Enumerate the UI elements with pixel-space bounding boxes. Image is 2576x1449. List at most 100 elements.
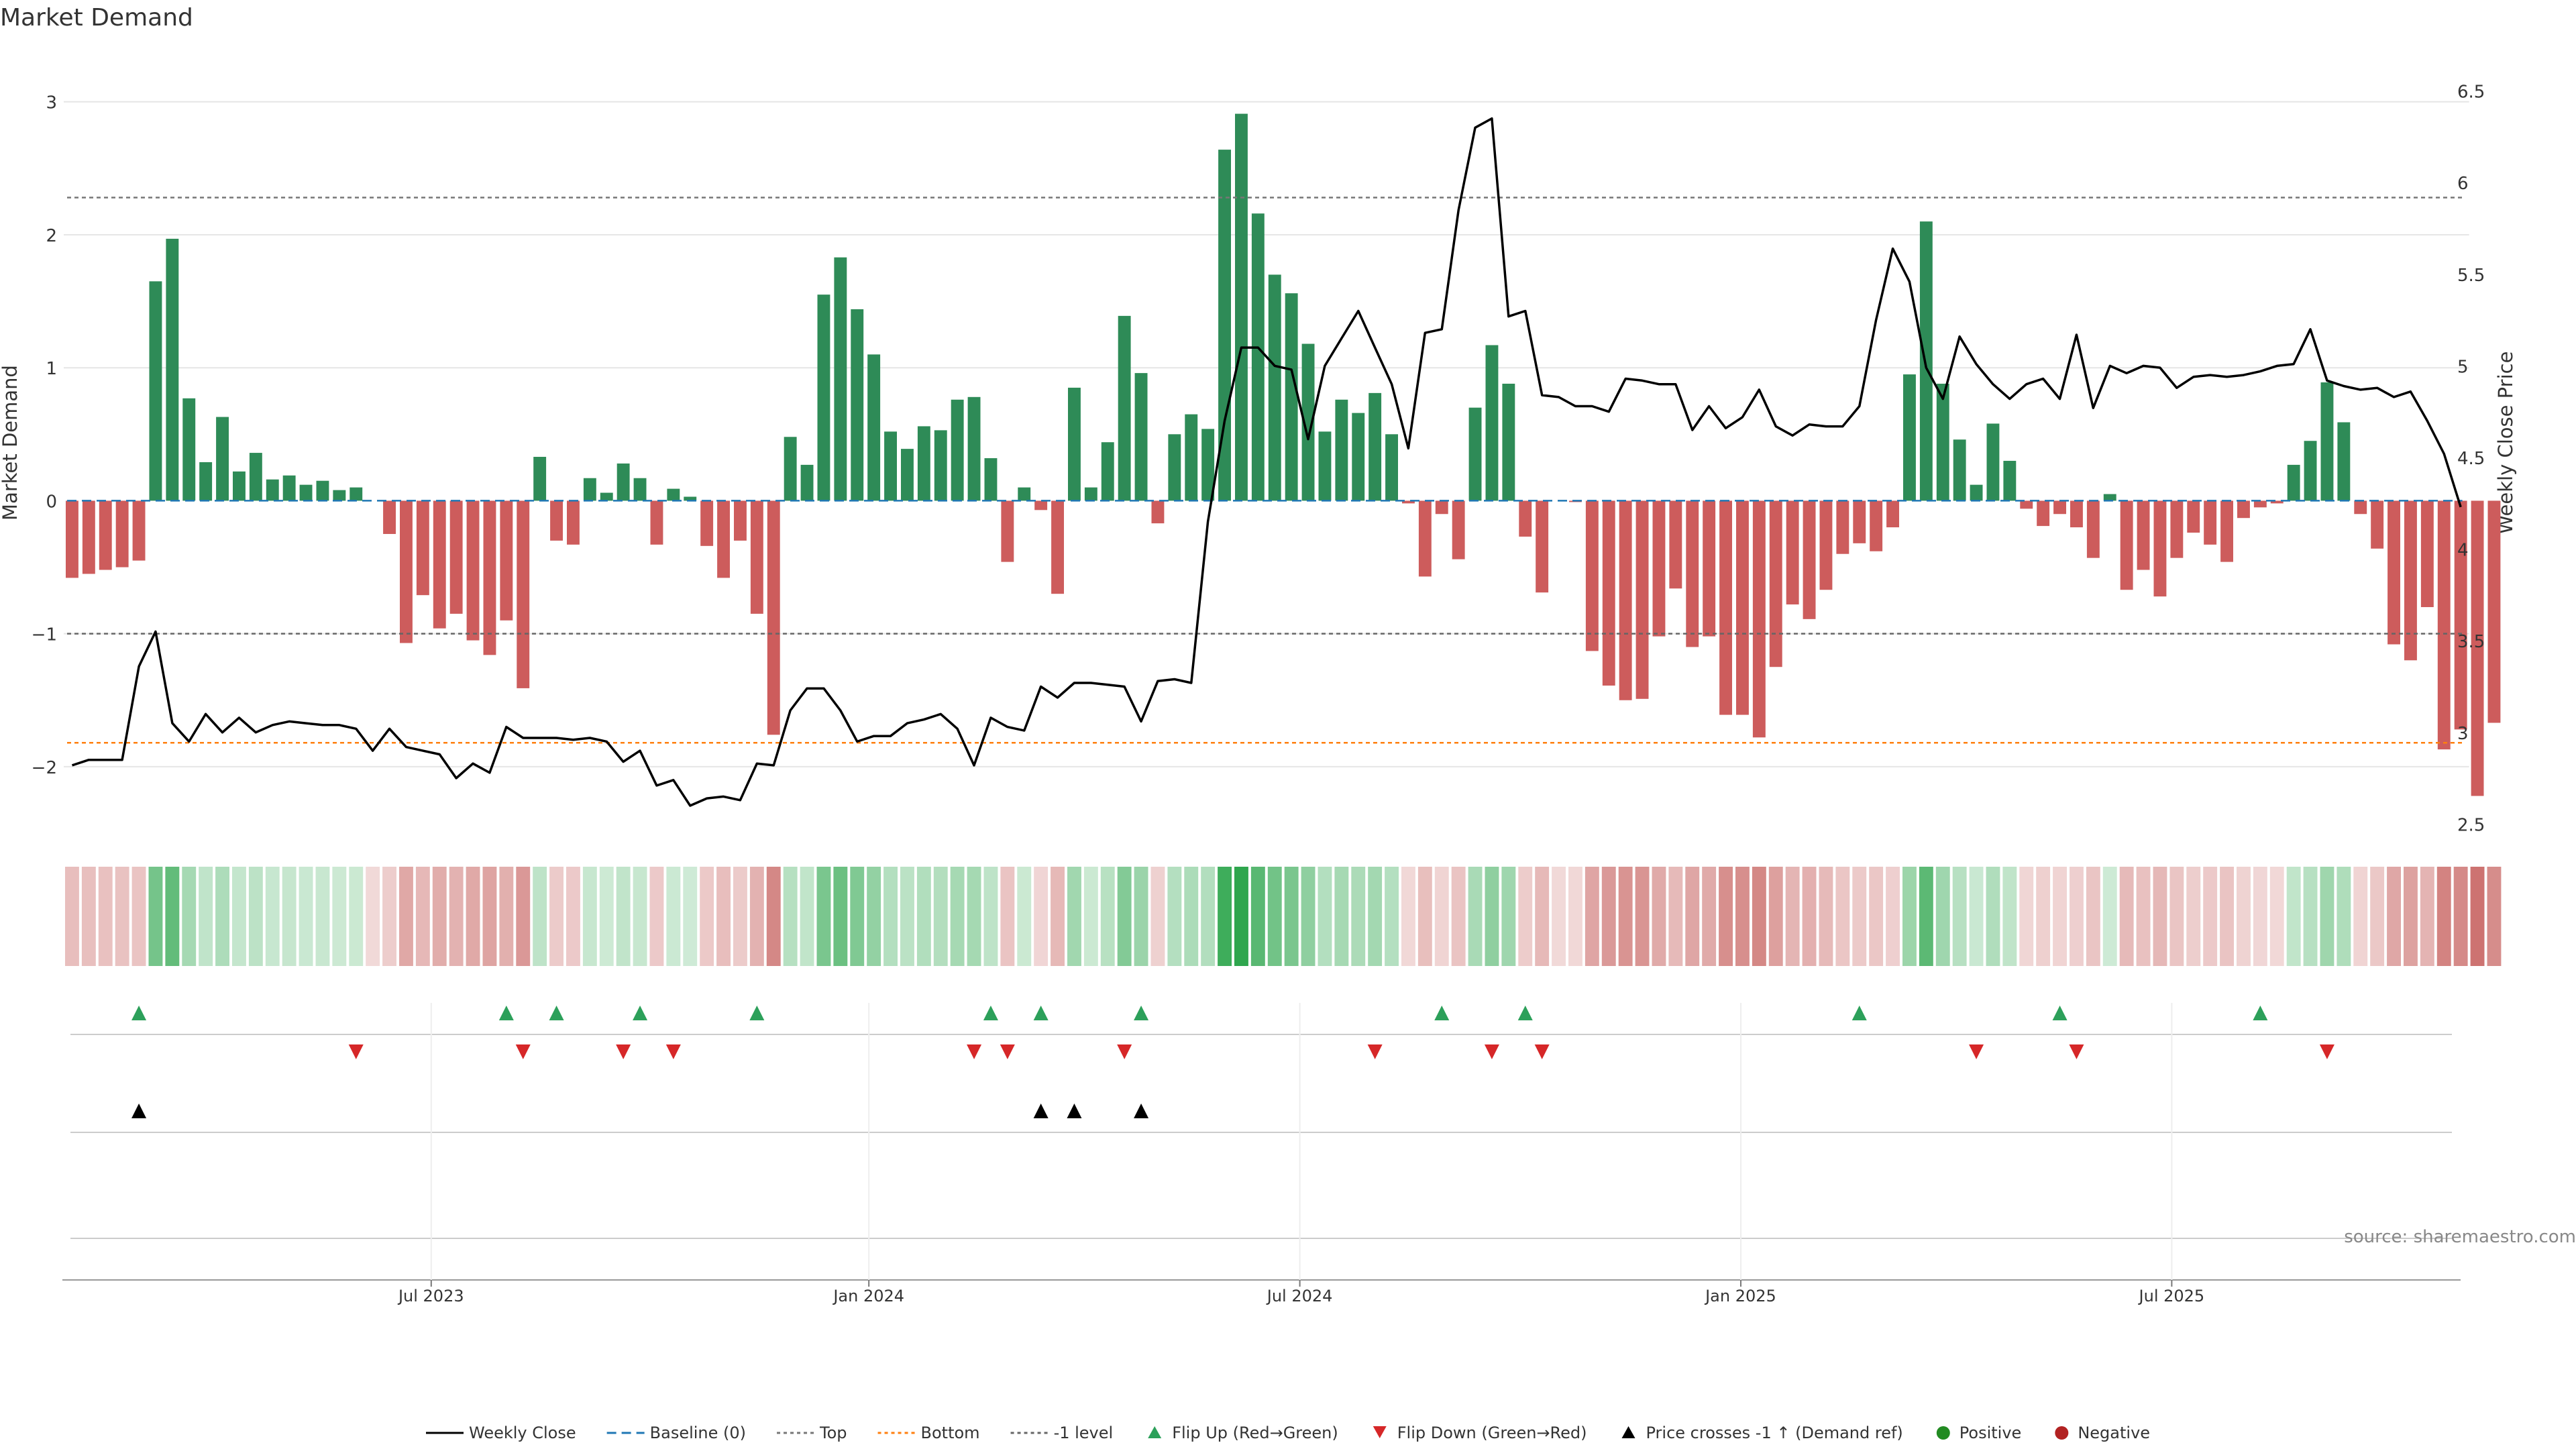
heat-cell	[1735, 867, 1750, 966]
y2-tick-label: 4.5	[2457, 449, 2485, 469]
bar-positive	[1285, 293, 1298, 501]
bar-negative	[2170, 500, 2184, 558]
heat-cell	[800, 867, 814, 966]
bar-positive	[616, 463, 630, 501]
bar-negative	[2237, 500, 2250, 519]
bar-positive	[784, 437, 797, 501]
flip-up-marker	[749, 1006, 765, 1020]
heat-cell	[566, 867, 580, 966]
legend-label: Weekly Close	[469, 1424, 576, 1442]
price-cross-marker	[1134, 1104, 1149, 1118]
heat-cell	[1451, 867, 1466, 966]
heat-cell	[1501, 867, 1516, 966]
bar-positive	[1118, 315, 1131, 501]
heat-cell	[148, 867, 163, 966]
heat-cell	[1568, 867, 1582, 966]
bar-positive	[1485, 345, 1499, 501]
heat-cell	[749, 867, 764, 966]
bar-negative	[1635, 500, 1649, 699]
heat-cell	[1835, 867, 1850, 966]
bar-positive	[1502, 383, 1515, 501]
bar-positive	[684, 496, 697, 501]
heat-cell	[2019, 867, 2034, 966]
bar-negative	[2137, 500, 2150, 570]
bar-positive	[817, 294, 830, 501]
bar-negative	[1652, 500, 1666, 637]
heat-cell	[2136, 867, 2151, 966]
heat-cell	[2269, 867, 2284, 966]
bar-negative	[1452, 500, 1465, 559]
bar-negative	[2037, 500, 2050, 527]
heat-cell	[2053, 867, 2067, 966]
y-tick-label: 1	[46, 359, 57, 379]
flip-down-marker	[1969, 1044, 1984, 1059]
bar-positive	[2304, 441, 2317, 501]
legend-label: Positive	[1960, 1424, 2022, 1442]
bar-negative	[1418, 500, 1432, 577]
heat-cell	[2286, 867, 2301, 966]
heat-cell	[1719, 867, 1733, 966]
heat-cell	[1802, 867, 1817, 966]
legend-swatch-flip-up	[1148, 1426, 1162, 1438]
bar-negative	[1585, 500, 1599, 651]
heat-cell	[2237, 867, 2251, 966]
heat-cell	[850, 867, 865, 966]
bar-negative	[1435, 500, 1448, 515]
heat-cell	[1051, 867, 1065, 966]
flip-down-marker	[1367, 1044, 1383, 1059]
bar-negative	[650, 500, 663, 545]
bar-negative	[433, 500, 446, 629]
legend-item-baseline: Baseline (0)	[606, 1424, 746, 1442]
flip-down-marker	[348, 1044, 364, 1059]
heat-cell	[1067, 867, 1081, 966]
bar-positive	[583, 478, 596, 501]
bar-positive	[834, 257, 847, 501]
bar-negative	[1719, 500, 1732, 715]
heat-cell	[2487, 867, 2502, 966]
bar-positive	[182, 398, 196, 501]
bar-positive	[216, 417, 229, 501]
bar-negative	[1602, 500, 1615, 686]
bar-positive	[901, 449, 914, 501]
heat-cell	[232, 867, 246, 966]
legend-item-bottom: Bottom	[877, 1424, 980, 1442]
bar-negative	[1803, 500, 1816, 619]
source-note: source: sharemaestro.com	[2344, 1227, 2576, 1247]
bar-negative	[82, 500, 95, 574]
main-panel: 3 2 1 0 −1 −2 6.5 6 5.5 5 4.5 4 3.5 3 2.5	[32, 83, 2501, 835]
heat-cell	[1969, 867, 1984, 966]
bar-positive	[967, 396, 981, 501]
bar-negative	[700, 500, 714, 546]
heat-cell	[1100, 867, 1115, 966]
y2-tick-label: 3	[2457, 724, 2469, 744]
price-cross-marker	[131, 1104, 147, 1118]
heat-cell	[1702, 867, 1717, 966]
x-tick-label: Jul 2025	[2138, 1287, 2205, 1305]
heat-cell	[2002, 867, 2017, 966]
legend-item-positive: Positive	[1936, 1424, 2022, 1442]
bar-negative	[1769, 500, 1782, 667]
heat-strip	[65, 867, 2502, 966]
bar-negative	[66, 500, 78, 578]
bar-positive	[1368, 392, 1382, 501]
bar-negative	[2053, 500, 2066, 515]
legend-label: Flip Up (Red→Green)	[1172, 1424, 1338, 1442]
flip-down-marker	[1117, 1044, 1132, 1059]
heat-cell	[666, 867, 681, 966]
bar-negative	[550, 500, 563, 541]
legend-item-top: Top	[777, 1424, 847, 1442]
bar-positive	[1268, 274, 1281, 501]
heat-cell	[432, 867, 447, 966]
heat-cell	[366, 867, 380, 966]
price-cross-marker	[1067, 1104, 1082, 1118]
legend-label: Flip Down (Green→Red)	[1397, 1424, 1587, 1442]
heat-cell	[1017, 867, 1032, 966]
bar-negative	[2253, 500, 2267, 508]
bar-negative	[1836, 500, 1849, 554]
bar-negative	[400, 500, 413, 643]
flip-up-marker	[1851, 1006, 1867, 1020]
heat-cell	[1218, 867, 1232, 966]
flip-up-marker	[1434, 1006, 1450, 1020]
bar-negative	[1051, 500, 1064, 594]
x-tick-label: Jan 2024	[832, 1287, 904, 1305]
